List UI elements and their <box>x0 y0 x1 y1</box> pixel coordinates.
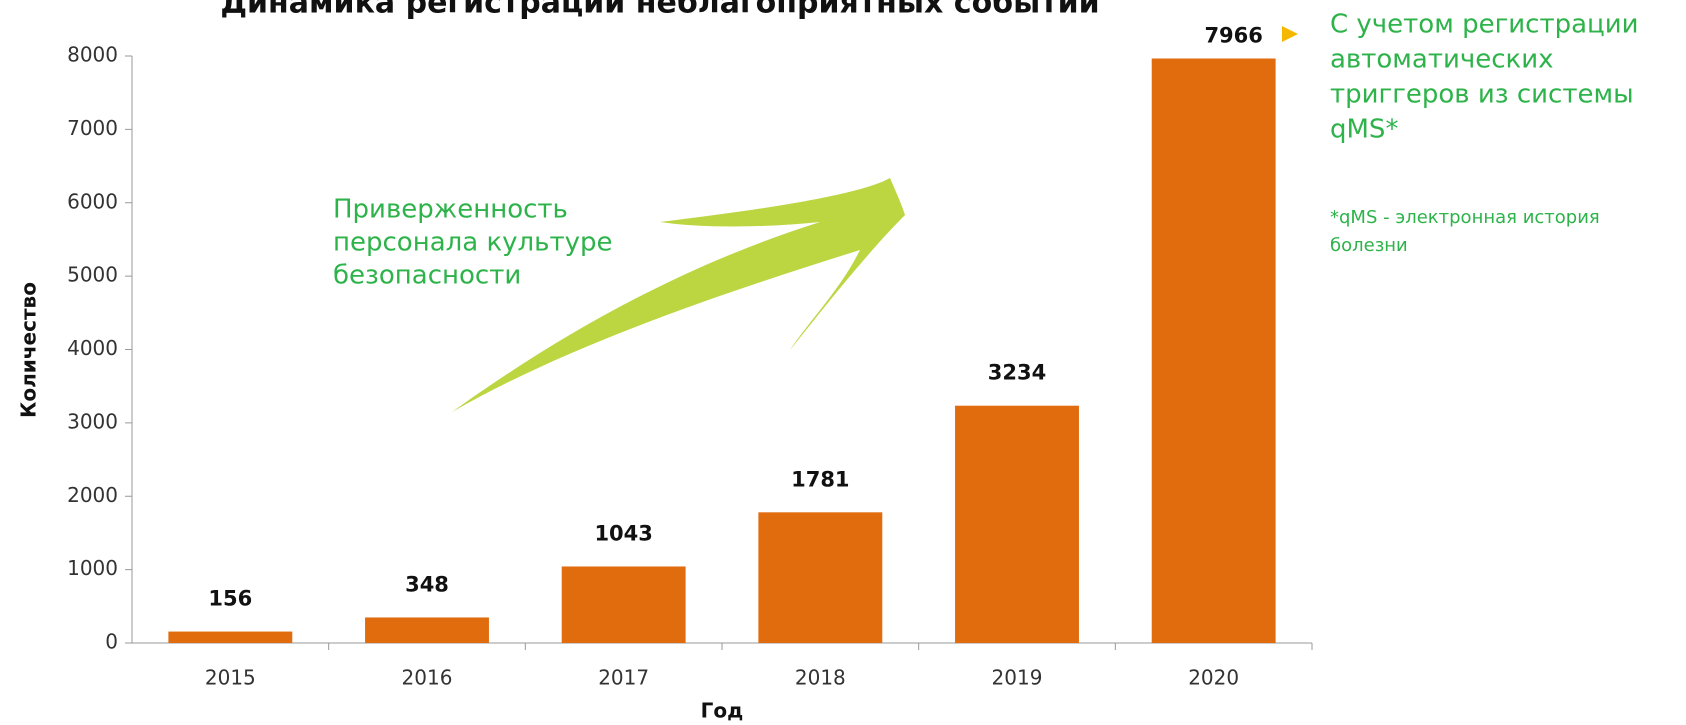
note-annotation: qMS* <box>1330 115 1398 145</box>
trend-annotation: безопасности <box>333 261 521 291</box>
footnote: *qMS - электронная история <box>1330 207 1600 228</box>
value-label: 1043 <box>594 521 652 545</box>
note-annotation: автоматических <box>1330 45 1554 75</box>
trend-annotation: персонала культуре <box>333 228 613 258</box>
bar <box>365 617 489 643</box>
footnote: болезни <box>1330 235 1408 256</box>
bar <box>955 405 1079 643</box>
y-axis-label: Количество <box>17 282 41 418</box>
pointer <box>1282 26 1298 42</box>
x-tick-label: 2020 <box>1188 666 1239 690</box>
value-label: 3234 <box>988 361 1046 385</box>
note-annotation: С учетом регистрации <box>1330 10 1639 40</box>
y-tick-label: 2000 <box>67 483 118 507</box>
trend-annotation: Приверженность <box>333 195 568 225</box>
value-label: 1781 <box>791 467 849 491</box>
x-tick-label: 2018 <box>795 666 846 690</box>
x-tick-label: 2016 <box>402 666 453 690</box>
trend-arrow <box>452 178 905 412</box>
value-label: 7966 <box>1204 23 1262 47</box>
x-tick-label: 2017 <box>598 666 649 690</box>
y-tick-label: 5000 <box>67 263 118 287</box>
bar <box>168 631 293 643</box>
value-label: 348 <box>405 572 449 596</box>
note-annotation: триггеров из системы <box>1330 80 1634 110</box>
bar <box>758 512 883 643</box>
bar <box>1151 58 1276 643</box>
bar <box>561 566 686 643</box>
chart-title: Динамика регистрации неблагоприятных соб… <box>220 0 1099 21</box>
value-label: 156 <box>208 587 252 611</box>
y-tick-label: 4000 <box>67 336 118 360</box>
y-tick-label: 0 <box>105 630 118 654</box>
y-tick-label: 8000 <box>67 43 118 67</box>
y-tick-label: 3000 <box>67 409 118 433</box>
x-tick-label: 2019 <box>992 666 1043 690</box>
y-tick-label: 1000 <box>67 556 118 580</box>
x-axis-label: Год <box>701 699 744 723</box>
x-tick-label: 2015 <box>205 666 256 690</box>
y-tick-label: 7000 <box>67 116 118 140</box>
y-tick-label: 6000 <box>67 189 118 213</box>
